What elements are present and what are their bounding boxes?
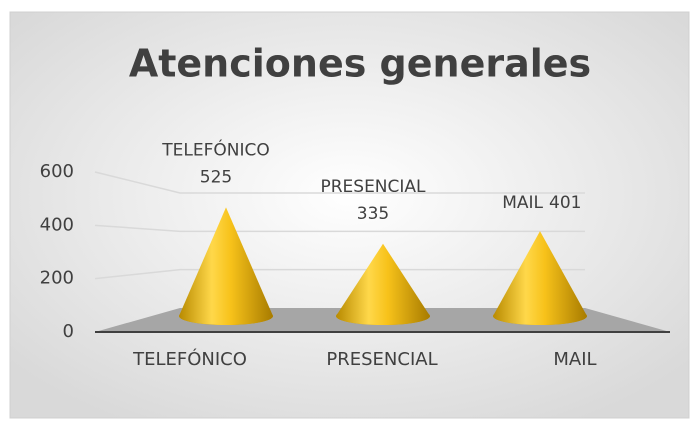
y-tick-label: 0 — [63, 321, 74, 342]
cone-part — [493, 231, 587, 325]
data-label-value: 525 — [200, 167, 232, 187]
data-label-category: MAIL — [502, 193, 543, 213]
cone — [336, 243, 430, 325]
y-tick-label: 400 — [40, 214, 74, 235]
x-tick-label: TELEFÓNICO — [132, 348, 247, 370]
data-label-category: TELEFÓNICO — [161, 138, 269, 160]
data-label-value: 335 — [357, 204, 389, 224]
y-tick-label: 200 — [40, 268, 74, 289]
grid-line — [94, 171, 585, 194]
chart-title: Atenciones generales — [129, 42, 591, 86]
grid-line — [94, 268, 585, 280]
grid-line — [94, 224, 585, 233]
cone — [179, 207, 273, 325]
x-tick-label: PRESENCIAL — [326, 349, 437, 370]
x-tick-label: MAIL — [553, 349, 596, 370]
data-label-value: 401 — [549, 193, 581, 213]
cone — [493, 231, 587, 325]
cone-part — [336, 243, 430, 325]
y-tick-label: 600 — [40, 161, 74, 182]
data-label-category: PRESENCIAL — [320, 177, 426, 197]
chart-background — [9, 11, 690, 419]
cone-part — [179, 207, 273, 325]
